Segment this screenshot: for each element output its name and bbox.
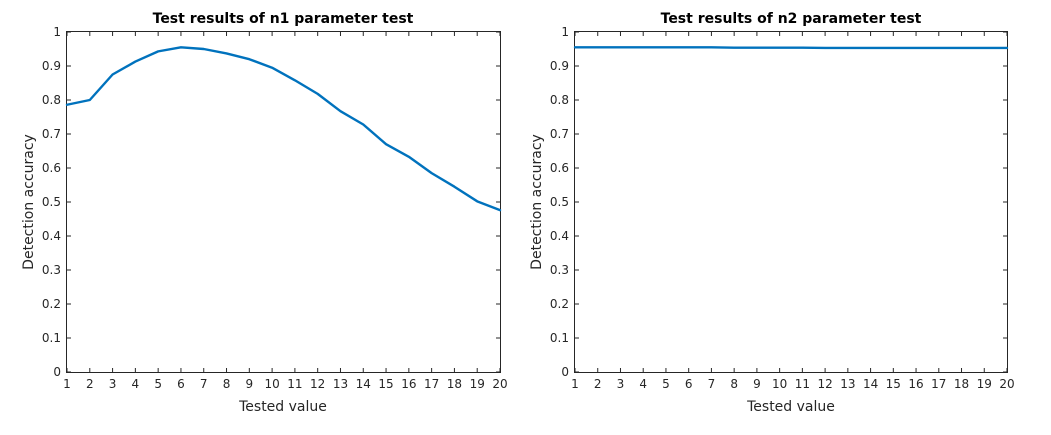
x-tick-label: 17 xyxy=(931,377,946,391)
y-tick-label: 0.9 xyxy=(550,59,569,73)
x-tick-label: 4 xyxy=(639,377,647,391)
x-tick-label: 14 xyxy=(356,377,371,391)
x-tick-label: 9 xyxy=(245,377,253,391)
y-axis-label: Detection accuracy xyxy=(21,134,37,270)
x-tick-label: 6 xyxy=(685,377,693,391)
x-tick-label: 14 xyxy=(863,377,878,391)
x-tick-label: 18 xyxy=(447,377,462,391)
axes-box xyxy=(574,31,1008,373)
x-tick-label: 11 xyxy=(795,377,810,391)
x-tick-label: 8 xyxy=(223,377,231,391)
x-tick-label: 15 xyxy=(378,377,393,391)
x-axis-ticks: 1 2 3 4 5 6 7 8 9 10 11 12 13 14 15 16 17 18 19 20 xyxy=(63,32,508,391)
y-tick-label: 1 xyxy=(53,25,61,39)
x-tick-label: 2 xyxy=(86,377,94,391)
x-tick-label: 3 xyxy=(617,377,625,391)
y-tick-label: 0.2 xyxy=(42,297,61,311)
x-axis-label: Tested value xyxy=(746,399,835,415)
y-tick-label: 0.8 xyxy=(42,93,61,107)
y-axis-ticks: 0 0.1 0.2 0.3 0.4 0.5 0.6 0.7 0.8 0.9 1 xyxy=(42,25,500,379)
x-tick-label: 1 xyxy=(63,377,71,391)
x-tick-label: 20 xyxy=(492,377,507,391)
y-tick-label: 0.9 xyxy=(42,59,61,73)
x-tick-label: 17 xyxy=(424,377,439,391)
x-tick-label: 7 xyxy=(708,377,716,391)
x-tick-label: 13 xyxy=(840,377,855,391)
x-tick-label: 16 xyxy=(908,377,923,391)
x-tick-label: 18 xyxy=(954,377,969,391)
y-tick-label: 0.4 xyxy=(42,229,61,243)
chart-title: Test results of n1 parameter test xyxy=(153,11,414,27)
chart-title: Test results of n2 parameter test xyxy=(661,11,922,27)
x-tick-label: 1 xyxy=(571,377,579,391)
x-tick-label: 10 xyxy=(264,377,279,391)
x-tick-label: 2 xyxy=(594,377,602,391)
x-tick-label: 15 xyxy=(886,377,901,391)
y-axis-ticks: 0 0.1 0.2 0.3 0.4 0.5 0.6 0.7 0.8 0.9 1 xyxy=(550,25,1007,379)
x-tick-label: 16 xyxy=(401,377,416,391)
x-tick-label: 9 xyxy=(753,377,761,391)
x-tick-label: 4 xyxy=(132,377,140,391)
x-tick-label: 13 xyxy=(333,377,348,391)
x-tick-label: 8 xyxy=(730,377,738,391)
x-tick-label: 10 xyxy=(772,377,787,391)
x-tick-label: 12 xyxy=(310,377,325,391)
y-tick-label: 0.3 xyxy=(42,263,61,277)
x-tick-label: 5 xyxy=(154,377,162,391)
x-tick-label: 20 xyxy=(999,377,1014,391)
y-tick-label: 0.2 xyxy=(550,297,569,311)
x-tick-label: 11 xyxy=(287,377,302,391)
series-line xyxy=(65,46,502,212)
y-tick-label: 0.4 xyxy=(550,229,569,243)
y-tick-label: 0.6 xyxy=(550,161,569,175)
y-tick-label: 0.8 xyxy=(550,93,569,107)
y-tick-label: 0.7 xyxy=(550,127,569,141)
y-axis-label: Detection accuracy xyxy=(529,134,545,270)
x-tick-label: 12 xyxy=(817,377,832,391)
y-tick-label: 0.3 xyxy=(550,263,569,277)
y-tick-label: 0.1 xyxy=(550,331,569,345)
y-tick-label: 1 xyxy=(561,25,569,39)
x-tick-label: 19 xyxy=(977,377,992,391)
series-line xyxy=(573,46,1009,50)
x-tick-label: 5 xyxy=(662,377,670,391)
y-tick-label: 0.1 xyxy=(42,331,61,345)
y-tick-label: 0 xyxy=(53,365,61,379)
x-tick-label: 6 xyxy=(177,377,185,391)
series-lines xyxy=(65,46,502,212)
y-tick-label: 0.5 xyxy=(550,195,569,209)
axes-box xyxy=(66,31,501,373)
x-tick-label: 3 xyxy=(109,377,117,391)
y-tick-label: 0.5 xyxy=(42,195,61,209)
x-axis-ticks: 1 2 3 4 5 6 7 8 9 10 11 12 13 14 15 16 17 18 19 20 xyxy=(571,32,1015,391)
y-tick-label: 0 xyxy=(561,365,569,379)
x-tick-label: 19 xyxy=(470,377,485,391)
y-tick-label: 0.6 xyxy=(42,161,61,175)
y-tick-label: 0.7 xyxy=(42,127,61,141)
x-tick-label: 7 xyxy=(200,377,208,391)
series-lines xyxy=(573,46,1009,50)
x-axis-label: Tested value xyxy=(238,399,327,415)
